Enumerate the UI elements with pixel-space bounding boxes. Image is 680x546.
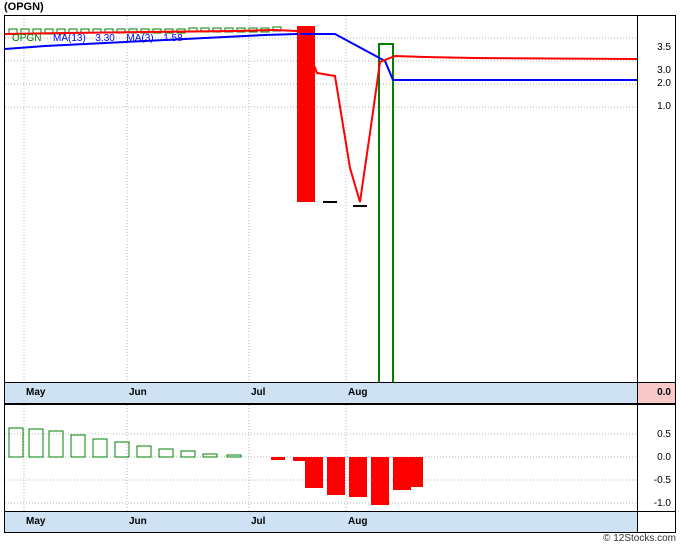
macd-plot <box>5 405 637 511</box>
macd-date-label-jul: Jul <box>251 516 266 527</box>
macd-ytick-2: -0.5 <box>653 475 671 486</box>
price-plot <box>5 16 637 388</box>
date-label-may: May <box>26 387 46 398</box>
legend-ma13-value: 3.30 <box>95 33 115 44</box>
macd-chart-panel: MACD(26,12,9) MACD:-0.97 <box>4 404 638 512</box>
last-price-badge: 0.0 <box>638 382 676 404</box>
ma13-line <box>5 33 637 81</box>
price-y-axis: 3.5 3.0 2.0 1.0 <box>638 15 676 389</box>
date-label-aug: Aug <box>348 387 368 398</box>
date-label-jun: Jun <box>129 387 147 398</box>
price-bar-up <box>378 43 394 388</box>
price-ytick-2: 2.0 <box>657 78 671 89</box>
legend-ma13-label: MA(13) <box>53 33 86 44</box>
copyright-text: © 12Stocks.com <box>603 533 676 544</box>
price-bar-down <box>297 26 315 202</box>
price-legend: OPGN MA(13) 3.30 MA(3) 1.58 <box>12 33 183 44</box>
price-ytick-0: 3.5 <box>657 42 671 53</box>
macd-y-axis: 0.5 0.0 -0.5 -1.0 <box>638 404 676 512</box>
ma3-line <box>5 28 637 203</box>
macd-x-axis: May Jun Jul Aug <box>4 511 638 533</box>
macd-ytick-1: 0.0 <box>657 452 671 463</box>
legend-symbol: OPGN <box>12 33 42 44</box>
date-label-jul: Jul <box>251 387 266 398</box>
page-title: (OPGN) <box>4 1 44 13</box>
macd-date-label-jun: Jun <box>129 516 147 527</box>
last-price-value: 0.0 <box>657 387 671 398</box>
price-ytick-3: 1.0 <box>657 101 671 112</box>
macd-date-label-aug: Aug <box>348 516 368 527</box>
price-ytick-1: 3.0 <box>657 65 671 76</box>
macd-x-axis-right-pad <box>638 511 676 533</box>
macd-ytick-3: -1.0 <box>653 498 671 509</box>
legend-ma3-value: 1.58 <box>163 33 183 44</box>
macd-ytick-0: 0.5 <box>657 429 671 440</box>
macd-date-label-may: May <box>26 516 46 527</box>
price-x-axis: May Jun Jul Aug <box>4 382 638 404</box>
legend-ma3-label: MA(3) <box>126 33 154 44</box>
price-chart-panel: OPGN MA(13) 3.30 MA(3) 1.58 <box>4 15 638 389</box>
